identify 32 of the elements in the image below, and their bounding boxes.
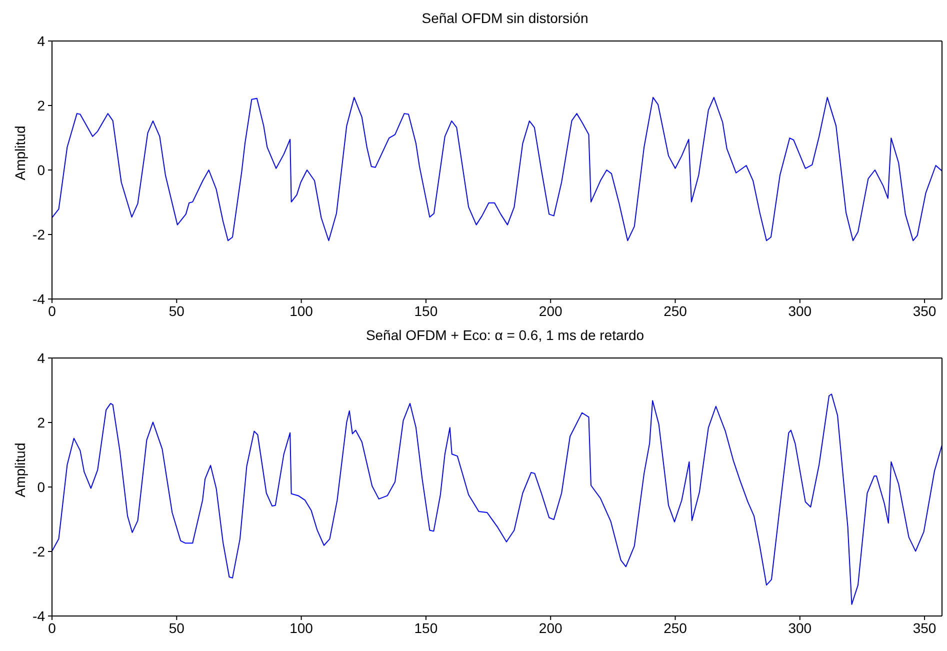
- x-tick-label: 350: [912, 620, 936, 636]
- y-tick-label: 4: [37, 32, 46, 49]
- x-tick-label: 50: [168, 302, 185, 319]
- x-tick-label: 100: [290, 302, 314, 319]
- y-tick-label: -4: [32, 608, 46, 624]
- y-tick-label: 2: [37, 97, 46, 114]
- x-tick-label: 350: [912, 302, 936, 319]
- x-tick-label: 200: [538, 620, 562, 636]
- x-tick-label: 50: [168, 620, 185, 636]
- x-tick-label: 0: [48, 302, 56, 319]
- y-tick-label: -2: [32, 543, 46, 560]
- y-tick-label: 0: [37, 478, 46, 495]
- x-tick-label: 300: [788, 620, 812, 636]
- x-tick-label: 200: [538, 302, 562, 319]
- line-series: [52, 96, 942, 242]
- x-tick-label: 300: [788, 302, 812, 319]
- y-axis-title: Amplitud: [12, 442, 28, 498]
- x-tick-label: 250: [664, 620, 688, 636]
- y-tick-label: -4: [32, 290, 46, 307]
- line-series: [52, 394, 942, 605]
- x-tick-label: 100: [290, 620, 314, 636]
- x-tick-label: 0: [48, 620, 56, 636]
- y-axis-title: Amplitud: [12, 126, 28, 180]
- y-tick-label: -2: [32, 226, 46, 242]
- chart-title: Señal OFDM + Eco: α = 0.6, 1 ms de retardo: [364, 326, 646, 345]
- x-tick-label: 150: [414, 302, 438, 319]
- y-tick-label: 2: [37, 414, 46, 430]
- chart-title: Señal OFDM sin distorsión: [420, 9, 590, 28]
- y-tick-label: 4: [37, 350, 46, 366]
- y-tick-label: 0: [37, 162, 46, 178]
- x-tick-label: 250: [664, 302, 688, 319]
- x-tick-label: 150: [414, 620, 438, 636]
